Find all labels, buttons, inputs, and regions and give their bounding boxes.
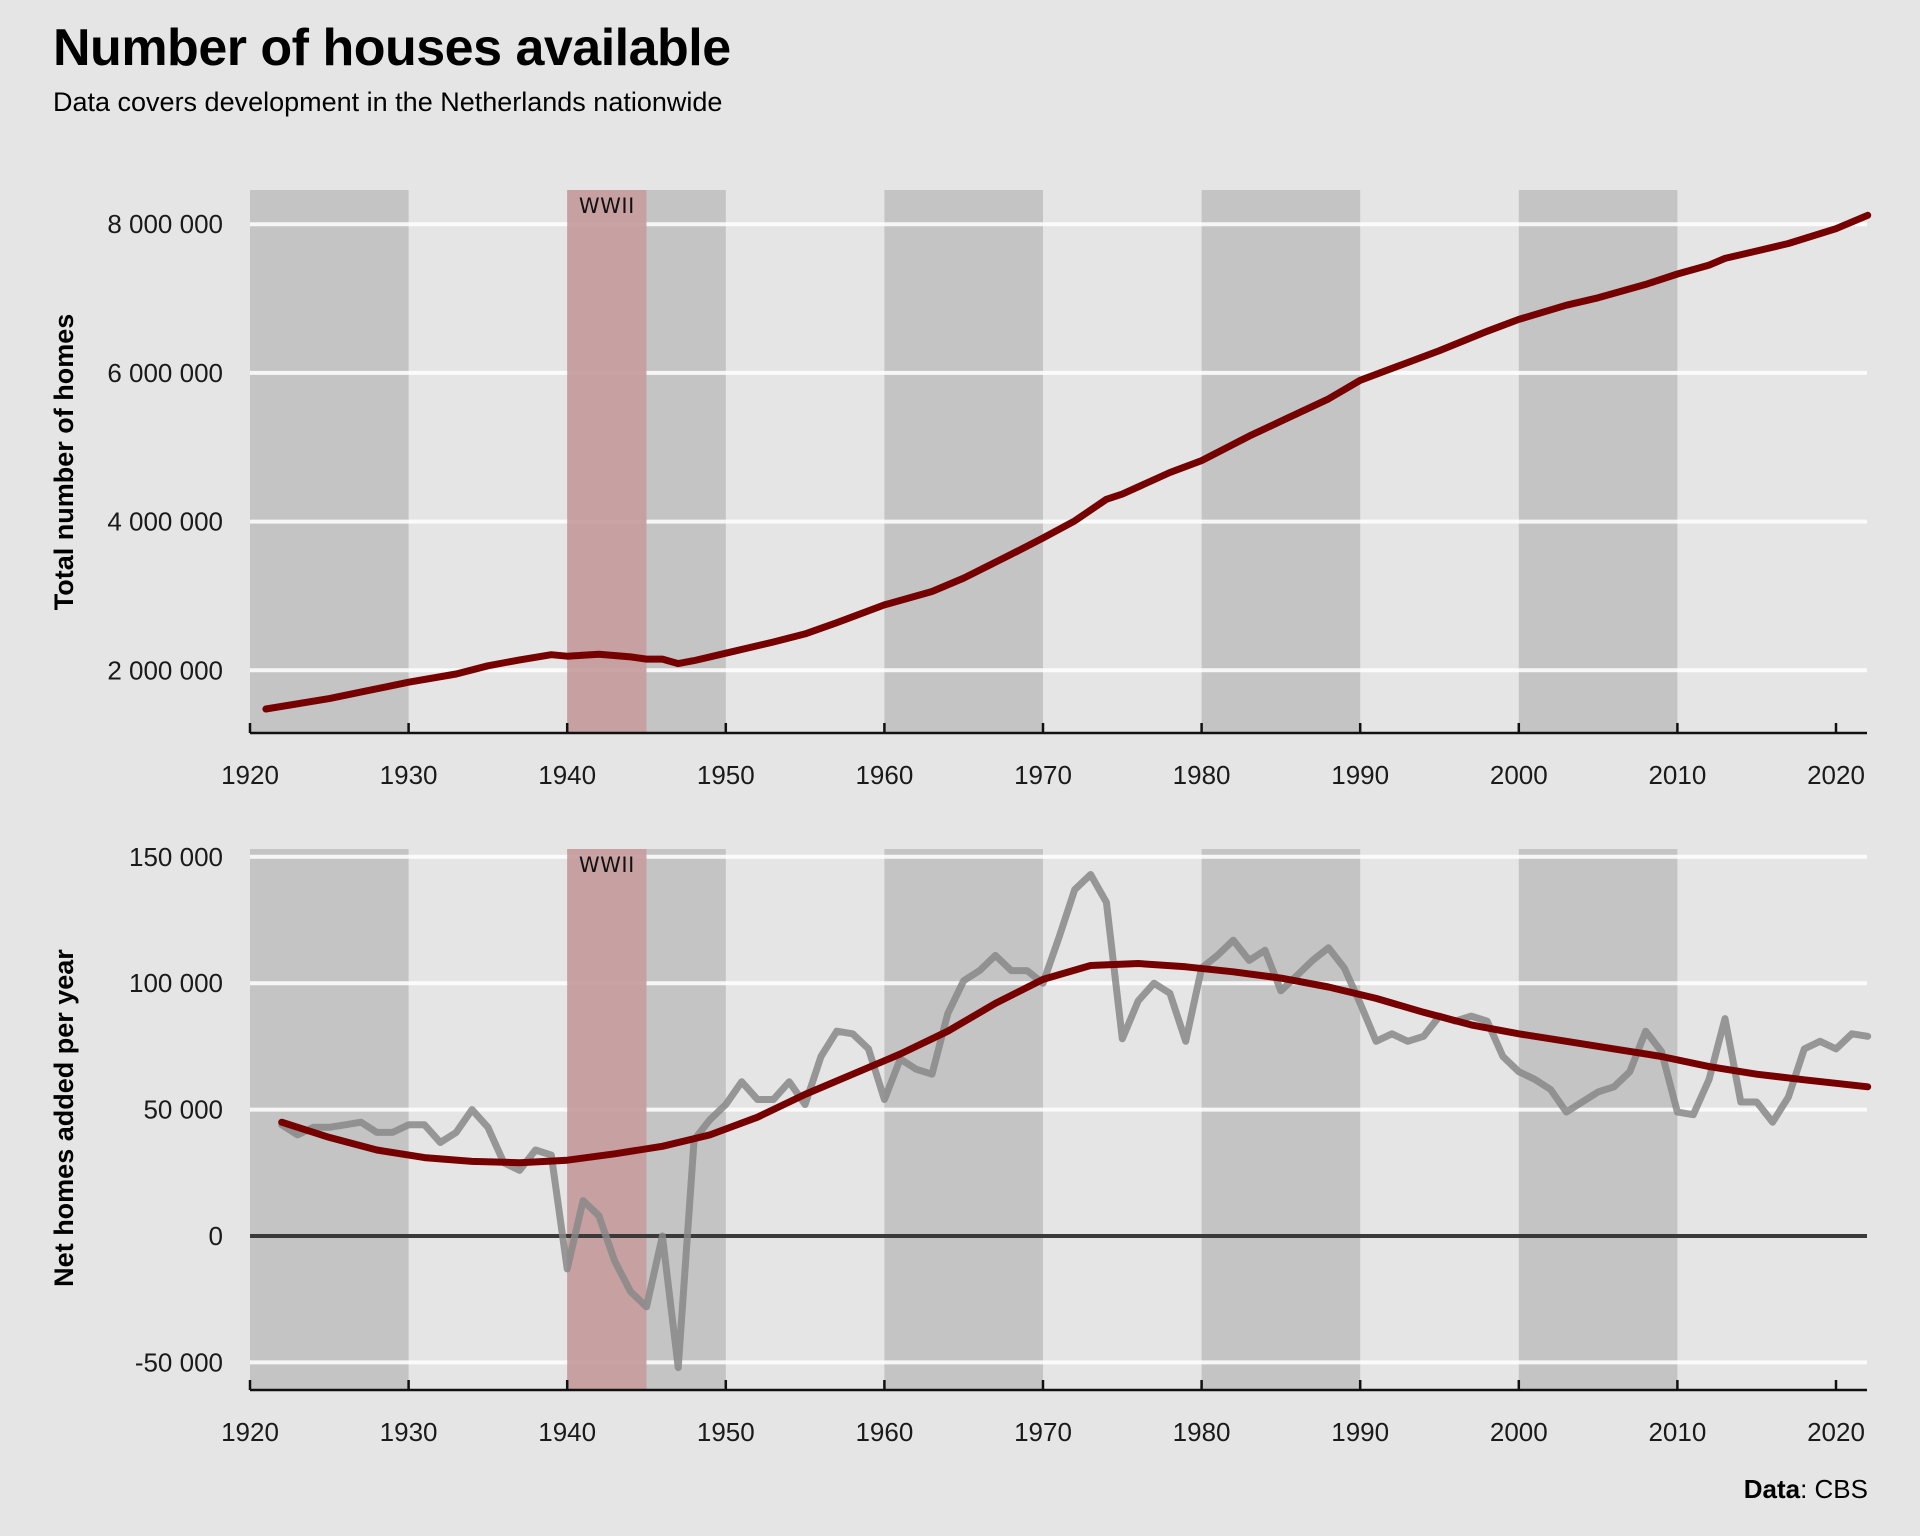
series-lines [262, 211, 1872, 713]
chart-title: Number of houses available [53, 19, 731, 77]
x-tick-label: 2020 [1807, 1417, 1865, 1447]
x-tick-label: 1980 [1173, 760, 1231, 790]
x-tick-label: 2010 [1648, 760, 1706, 790]
decade-band-1920 [250, 849, 409, 1390]
y-tick-label: 6 000 000 [107, 358, 223, 388]
series-line-trend [278, 960, 1872, 1167]
y-axis-title: Total number of homes [49, 314, 79, 611]
x-tick-label: 1930 [380, 760, 438, 790]
decade-band-1960 [884, 849, 1043, 1390]
x-axis: 1920 1930 1940 1950 1960 1970 1980 1990 2000 2010… [221, 723, 1867, 790]
x-tick-label: 1920 [221, 760, 279, 790]
x-tick-label: 1990 [1331, 760, 1389, 790]
wwii-band-rect [567, 190, 647, 733]
wwii-band-rect [567, 849, 647, 1390]
x-tick-label: 2020 [1807, 760, 1865, 790]
x-tick-label: 1970 [1014, 1417, 1072, 1447]
x-tick-label: 1930 [380, 1417, 438, 1447]
y-tick-label: 100 000 [129, 968, 223, 998]
x-tick-label: 1920 [221, 1417, 279, 1447]
y-tick-label: 150 000 [129, 842, 223, 872]
panel-total-homes: 1920 1930 1940 1950 1960 1970 1980 1990 2000 2010… [49, 190, 1872, 790]
series-line-raw [278, 871, 1872, 1371]
y-gridlines [250, 222, 1867, 673]
y-axis-title: Net homes added per year [49, 949, 79, 1287]
y-tick-label: -50 000 [135, 1347, 223, 1377]
series-lines [278, 871, 1872, 1371]
y-tick-label: 4 000 000 [107, 507, 223, 537]
y-tick-label: 2 000 000 [107, 655, 223, 685]
decade-band-1960 [884, 190, 1043, 733]
y-tick-label: 8 000 000 [107, 209, 223, 239]
decade-band-2000 [1518, 190, 1678, 733]
x-tick-label: 1950 [697, 760, 755, 790]
decade-band-2000 [1518, 849, 1678, 1390]
data-source-caption: Data: CBS [1744, 1474, 1868, 1505]
decade-band-1980 [1201, 190, 1361, 733]
x-tick-label: 1950 [697, 1417, 755, 1447]
wwii-band [567, 849, 647, 1390]
y-tick-label: 0 [209, 1221, 223, 1251]
x-tick-label: 2000 [1490, 760, 1548, 790]
x-tick-label: 1960 [855, 1417, 913, 1447]
x-tick-label: 1960 [855, 760, 913, 790]
x-tick-label: 1980 [1173, 1417, 1231, 1447]
x-tick-label: 2000 [1490, 1417, 1548, 1447]
series-line-total [262, 211, 1872, 713]
x-tick-label: 1990 [1331, 1417, 1389, 1447]
y-axis: -50 000 0 50 000 100 000 150 000 [129, 842, 223, 1378]
wwii-label: WWII [579, 194, 635, 218]
y-axis: 2 000 000 4 000 000 6 000 000 8 000 000 [107, 209, 223, 685]
decade-bands [250, 190, 1678, 733]
x-tick-label: 1940 [538, 1417, 596, 1447]
x-tick-label: 1940 [538, 760, 596, 790]
decade-band-1920 [250, 190, 409, 733]
x-tick-label: 2010 [1648, 1417, 1706, 1447]
wwii-band [567, 190, 647, 733]
caption-source: : CBS [1800, 1474, 1868, 1504]
panel-net-homes: 1920 1930 1940 1950 1960 1970 1980 1990 2000 2010… [49, 842, 1872, 1447]
caption-label: Data [1743, 1474, 1801, 1504]
decade-band-1980 [1201, 849, 1361, 1390]
wwii-label: WWII [579, 853, 635, 877]
x-tick-label: 1970 [1014, 760, 1072, 790]
chart-subtitle: Data covers development in the Netherlan… [53, 87, 723, 117]
x-axis: 1920 1930 1940 1950 1960 1970 1980 1990 2000 2010… [221, 1380, 1867, 1447]
y-tick-label: 50 000 [143, 1095, 223, 1125]
